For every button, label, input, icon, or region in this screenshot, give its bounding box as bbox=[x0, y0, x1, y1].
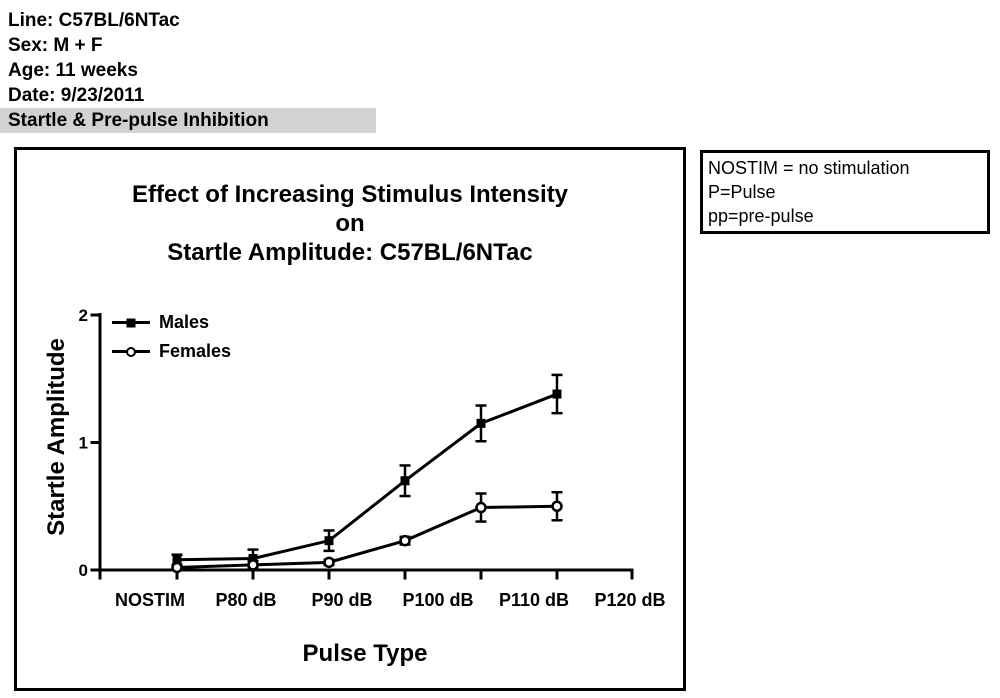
data-point-females bbox=[247, 559, 259, 571]
data-point-females bbox=[323, 556, 335, 569]
abbreviation-note-box: NOSTIM = no stimulation P=Pulse pp=pre-p… bbox=[700, 150, 990, 234]
note-pulse: P=Pulse bbox=[708, 182, 776, 202]
y-axis-title: Startle Amplitude bbox=[43, 338, 70, 536]
data-point-males bbox=[324, 536, 334, 546]
males-series-sample bbox=[112, 318, 150, 327]
data-point-males bbox=[476, 418, 486, 428]
header-line-age: Age: 11 weeks bbox=[8, 60, 138, 81]
chart-title: Effect of Increasing Stimulus Intensity … bbox=[17, 180, 683, 267]
header-line-sex: Sex: M + F bbox=[8, 35, 103, 56]
chart-panel: Effect of Increasing Stimulus Intensity … bbox=[14, 147, 686, 691]
y-tick-label: 1 bbox=[79, 434, 88, 453]
series-line-males bbox=[176, 392, 558, 562]
note-prepulse: pp=pre-pulse bbox=[708, 206, 814, 226]
header-line-strain: Line: C57BL/6NTac bbox=[8, 10, 180, 31]
open-circle-marker-icon bbox=[126, 346, 136, 357]
x-tick-label: NOSTIM bbox=[115, 590, 185, 610]
chart-title-line1: Effect of Increasing Stimulus Intensity bbox=[131, 181, 569, 208]
x-tick-label: P120 dB bbox=[594, 590, 665, 610]
x-axis-title: Pulse Type bbox=[302, 640, 428, 667]
header-line-date: Date: 9/23/2011 bbox=[8, 85, 145, 106]
plot-legend: Males Females bbox=[112, 308, 231, 366]
x-tick-label: P110 dB bbox=[499, 590, 569, 610]
females-series-sample bbox=[112, 346, 150, 357]
x-tick-label: P90 dB bbox=[311, 590, 372, 610]
legend-label-females: Females bbox=[159, 341, 232, 361]
y-tick-label: 2 bbox=[79, 306, 88, 325]
data-point-males bbox=[248, 554, 258, 564]
series-line-females bbox=[176, 504, 558, 569]
chart-title-line2: on bbox=[335, 210, 365, 237]
data-point-females bbox=[551, 500, 563, 512]
header-metadata: Line: C57BL/6NTac Sex: M + F Age: 11 wee… bbox=[0, 8, 420, 133]
legend-label-males: Males bbox=[159, 312, 210, 332]
data-point-females bbox=[475, 501, 487, 514]
chart-title-line3: Startle Amplitude: C57BL/6NTac bbox=[167, 239, 533, 266]
x-tick-label: P100 dB bbox=[402, 590, 473, 610]
data-point-females bbox=[399, 534, 411, 547]
y-tick-label: 0 bbox=[79, 561, 88, 580]
data-point-males bbox=[172, 555, 182, 565]
section-title-highlight: Startle & Pre-pulse Inhibition bbox=[0, 108, 376, 133]
legend-row-females: Females bbox=[112, 337, 231, 366]
data-point-females bbox=[171, 561, 183, 574]
data-point-males bbox=[400, 476, 410, 486]
x-tick-label: P80 dB bbox=[215, 590, 276, 610]
data-point-males bbox=[552, 389, 562, 399]
note-nostim: NOSTIM = no stimulation bbox=[708, 158, 910, 178]
plot-area: 0 1 2 NOSTIM P80 dB P90 dB P100 dB P110 dB P120 … bbox=[79, 306, 666, 610]
legend-row-males: Males bbox=[112, 308, 231, 337]
filled-square-marker-icon bbox=[126, 318, 136, 327]
